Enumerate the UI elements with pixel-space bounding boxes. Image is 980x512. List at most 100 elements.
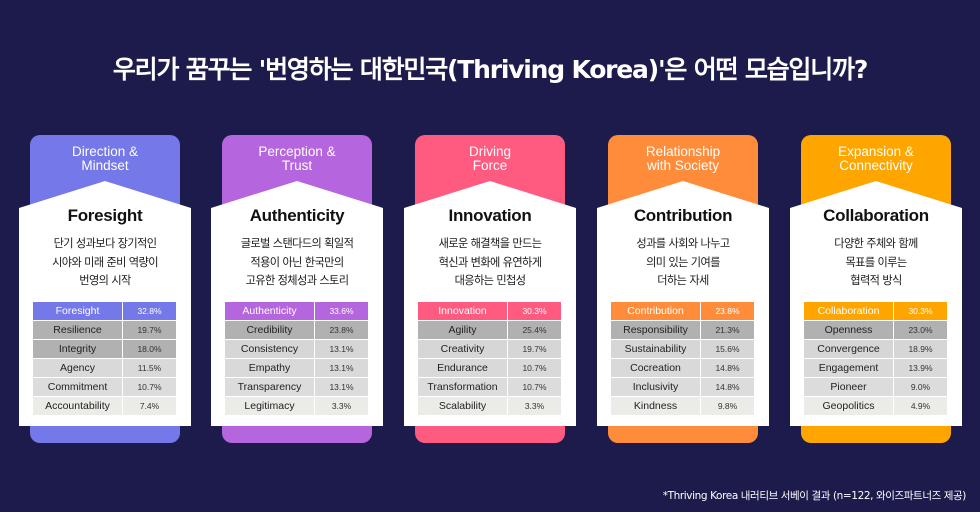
description-line: 혁신과 변화에 유연하게 (438, 255, 542, 269)
description-line: 시야와 미래 준비 역량이 (52, 255, 158, 269)
category-line: Driving (468, 144, 511, 159)
attribute-percent: 7.4% (139, 401, 160, 411)
attribute-percent: 33.6% (329, 306, 354, 316)
attribute-label: Contribution (611, 302, 701, 320)
attribute-percent: 23.0% (908, 325, 933, 335)
attribute-label: Endurance (418, 359, 508, 377)
table-row: Empathy 13.1% (225, 359, 368, 378)
survey-table: Collaboration 30.3% Openness 23.0% Convergen… (804, 302, 947, 416)
attribute-percent: 10.7% (522, 382, 547, 392)
attribute-percent: 10.7% (137, 382, 162, 392)
description-line: 의미 있는 기여를 (646, 255, 720, 269)
attribute-label: Openness (804, 321, 894, 339)
attribute-label: Creativity (418, 340, 508, 358)
value-card-contribution: Relationship with Society Contribution 성과를 … (597, 135, 769, 443)
table-row: Innovation 30.3% (418, 302, 561, 321)
attribute-label: Innovation (418, 302, 508, 320)
table-row: Geopolitics 4.9% (804, 397, 947, 416)
attribute-label: Transparency (225, 378, 315, 396)
attribute-label: Convergence (804, 340, 894, 358)
attribute-label: Pioneer (804, 378, 894, 396)
attribute-label: Resilience (33, 321, 123, 339)
attribute-percent: 23.8% (715, 306, 740, 316)
table-row: Commitment 10.7% (33, 378, 176, 397)
category-line: Relationship (645, 144, 721, 159)
table-row: Integrity 18.0% (33, 340, 176, 359)
table-row: Responsibility 21.3% (611, 321, 754, 340)
attribute-percent: 9.8% (717, 401, 738, 411)
card-panel: Collaboration 다양한 주체와 함께 목표를 이루는 협력적 방식 Coll… (790, 181, 962, 426)
attribute-percent: 30.3% (522, 306, 547, 316)
table-row: Transformation 10.7% (418, 378, 561, 397)
table-row: Scalability 3.3% (418, 397, 561, 416)
attribute-label: Integrity (33, 340, 123, 358)
category-line: Perception & (258, 144, 336, 159)
description-line: 단기 성과보다 장기적인 (53, 237, 157, 250)
attribute-label: Authenticity (225, 302, 315, 320)
attribute-label: Foresight (33, 302, 123, 320)
attribute-label: Sustainability (611, 340, 701, 358)
table-row: Sustainability 15.6% (611, 340, 754, 359)
attribute-percent: 13.9% (908, 363, 933, 373)
attribute-label: Engagement (804, 359, 894, 377)
attribute-percent: 11.5% (137, 363, 162, 373)
value-card-collaboration: Expansion & Connectivity Collaboration 다양한 … (790, 135, 962, 443)
attribute-label: Empathy (225, 359, 315, 377)
card-category: Direction & Mindset (30, 145, 180, 173)
table-row: Agency 11.5% (33, 359, 176, 378)
table-row: Cocreation 14.8% (611, 359, 754, 378)
attribute-label: Responsibility (611, 321, 701, 339)
table-row: Transparency 13.1% (225, 378, 368, 397)
attribute-label: Inclusivity (611, 378, 701, 396)
table-row: Kindness 9.8% (611, 397, 754, 416)
table-row: Engagement 13.9% (804, 359, 947, 378)
attribute-percent: 18.9% (908, 344, 933, 354)
table-row: Consistency 13.1% (225, 340, 368, 359)
attribute-percent: 21.3% (715, 325, 740, 335)
attribute-label: Consistency (225, 340, 315, 358)
attribute-label: Legitimacy (225, 397, 315, 415)
attribute-label: Agency (33, 359, 123, 377)
card-panel: Innovation 새로운 해결책을 만드는 혁신과 변화에 유연하게 대응하는 민… (404, 181, 576, 426)
table-row: Agility 25.4% (418, 321, 561, 340)
card-description: 성과를 사회와 나누고 의미 있는 기여를 더하는 자세 (597, 235, 769, 291)
card-category: Driving Force (415, 145, 565, 173)
table-row: Openness 23.0% (804, 321, 947, 340)
category-line: Mindset (81, 158, 129, 173)
attribute-percent: 14.8% (715, 382, 740, 392)
description-line: 목표를 이루는 (845, 255, 907, 269)
survey-table: Authenticity 33.6% Credibility 23.8% Consist… (225, 302, 368, 416)
attribute-percent: 19.7% (522, 344, 547, 354)
table-row: Resilience 19.7% (33, 321, 176, 340)
card-title: Contribution (633, 206, 733, 225)
description-line: 성과를 사회와 나누고 (636, 237, 730, 250)
value-card-authenticity: Perception & Trust Authenticity 글로벌 스탠다드의 획… (211, 135, 383, 443)
attribute-label: Cocreation (611, 359, 701, 377)
footnote: *Thriving Korea 내러티브 서베이 결과 (n=122, 와이즈파… (662, 490, 967, 502)
attribute-label: Collaboration (804, 302, 894, 320)
description-line: 새로운 해결책을 만드는 (438, 237, 542, 250)
card-panel: Contribution 성과를 사회와 나누고 의미 있는 기여를 더하는 자세 Co… (597, 181, 769, 426)
description-line: 적용이 아닌 한국만의 (250, 255, 344, 269)
attribute-percent: 13.1% (329, 363, 354, 373)
category-line: Direction & (71, 144, 139, 159)
table-row: Pioneer 9.0% (804, 378, 947, 397)
card-category: Relationship with Society (608, 145, 758, 173)
attribute-label: Kindness (611, 397, 701, 415)
card-title: Collaboration (823, 206, 929, 225)
card-title: Authenticity (249, 206, 345, 225)
description-line: 글로벌 스탠다드의 획일적 (240, 237, 354, 250)
description-line: 고유한 정체성과 스토리 (245, 274, 349, 287)
attribute-percent: 18.0% (137, 344, 162, 354)
table-row: Convergence 18.9% (804, 340, 947, 359)
table-row: Collaboration 30.3% (804, 302, 947, 321)
description-line: 번영의 시작 (79, 274, 131, 287)
attribute-percent: 4.9% (910, 401, 931, 411)
card-title: Innovation (448, 206, 532, 225)
attribute-percent: 15.6% (715, 344, 740, 354)
attribute-percent: 13.1% (329, 344, 354, 354)
attribute-percent: 32.8% (137, 306, 162, 316)
card-category: Perception & Trust (222, 145, 372, 173)
